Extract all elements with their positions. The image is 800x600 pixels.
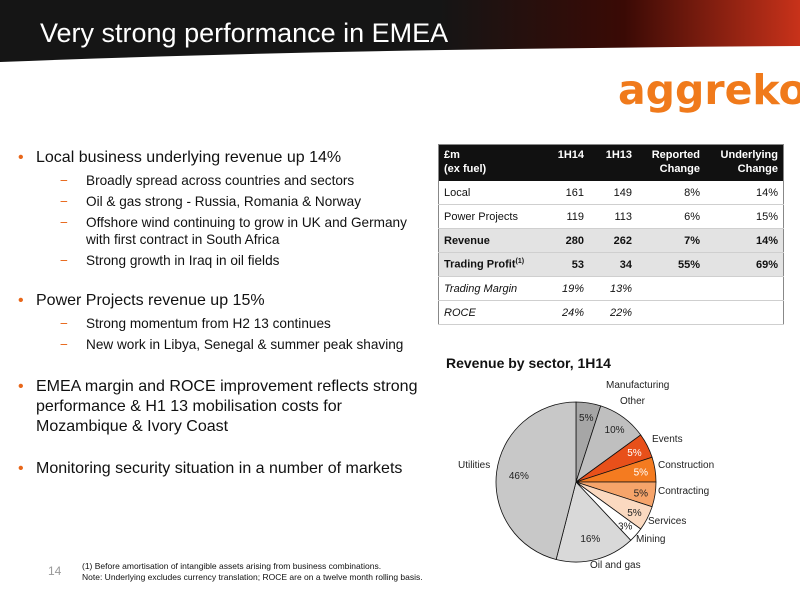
table-cell: 34	[589, 252, 637, 277]
sub-bullet-item: − Broadly spread across countries and sec…	[60, 173, 355, 188]
footnote: (1) Before amortisation of intangible as…	[82, 561, 423, 583]
table-header-cell: £m (ex fuel)	[438, 144, 541, 181]
pie-slice	[495, 401, 577, 560]
table-header-row: £m (ex fuel) 1H14 1H13 Reported Change U…	[438, 144, 784, 181]
pie-slice-percent-label: 5%	[579, 413, 594, 424]
table-cell-label: Revenue	[438, 228, 541, 253]
table-cell: 262	[589, 228, 637, 253]
page-number: 14	[48, 564, 62, 578]
table-cell: 6%	[637, 204, 705, 229]
bullet-item: • Power Projects revenue up 15%	[18, 292, 265, 309]
pie-slice-category-label: Events	[652, 434, 683, 445]
table-cell: 13%	[589, 276, 637, 301]
table-row: ROCE 24% 22%	[438, 300, 784, 325]
pie-slice-percent-label: 10%	[605, 425, 625, 436]
pie-slice-category-label: Oil and gas	[590, 560, 641, 571]
table-cell	[705, 276, 784, 301]
table-cell-label: Trading Margin	[438, 276, 541, 301]
sub-bullet-item: − Offshore wind continuing to grow in UK …	[60, 215, 407, 247]
pie-slice-percent-label: 3%	[618, 521, 633, 532]
bullet-list: • Local business underlying revenue up 14…	[18, 148, 418, 479]
table-cell: 69%	[705, 252, 784, 277]
table-cell: 19%	[541, 276, 589, 301]
aggreko-logo: aggreko	[618, 66, 800, 114]
table-cell: 280	[541, 228, 589, 253]
sub-bullet-item: − Oil & gas strong - Russia, Romania & No…	[60, 194, 361, 209]
pie-slice-category-label: Contracting	[658, 486, 709, 497]
pie-slice-category-label: Services	[648, 516, 686, 527]
table-header-cell: 1H14	[541, 144, 589, 181]
table-header-cell: 1H13	[589, 144, 637, 181]
table-cell-label: Trading Profit(1)	[438, 252, 541, 277]
table-header-cell: Reported Change	[637, 144, 705, 181]
bullet-item: • Local business underlying revenue up 14…	[18, 149, 342, 166]
slide-header: Very strong performance in EMEA	[0, 0, 800, 68]
pie-slice-percent-label: 5%	[627, 448, 642, 459]
table-cell-label: ROCE	[438, 300, 541, 325]
table-cell: 7%	[637, 228, 705, 253]
chart-title: Revenue by sector, 1H14	[446, 355, 611, 371]
pie-slice-category-label: Manufacturing	[606, 380, 669, 391]
pie-slice-category-label: Utilities	[458, 460, 490, 471]
table-header-cell: Underlying Change	[705, 144, 784, 181]
header-swoosh	[0, 46, 800, 68]
table-row: Trading Margin 19% 13%	[438, 276, 784, 301]
table-cell: 161	[541, 181, 589, 205]
pie-slice-percent-label: 16%	[580, 534, 600, 545]
table-cell-label: Power Projects	[438, 204, 541, 229]
footnote-line: (1) Before amortisation of intangible as…	[82, 561, 382, 571]
pie-slice-percent-label: 46%	[509, 471, 529, 482]
bullet-item: • Monitoring security situation in a numb…	[18, 460, 403, 477]
table-cell	[705, 300, 784, 325]
table-cell: 149	[589, 181, 637, 205]
slide-title: Very strong performance in EMEA	[40, 18, 449, 48]
pie-slice-category-label: Other	[620, 396, 646, 407]
pie-slice-percent-label: 5%	[627, 508, 642, 519]
footnote-line: Note: Underlying excludes currency trans…	[82, 572, 423, 582]
sub-bullet-item: − Strong momentum from H2 13 continues	[60, 316, 331, 331]
table-cell: 22%	[589, 300, 637, 325]
sub-bullet-item: − Strong growth in Iraq in oil fields	[60, 253, 280, 268]
financial-table: £m (ex fuel) 1H14 1H13 Reported Change U…	[438, 144, 784, 325]
sub-bullet-item: − New work in Libya, Senegal & summer pea…	[60, 337, 404, 352]
table-row: Power Projects 119 113 6% 15%	[438, 204, 784, 229]
table-cell: 8%	[637, 181, 705, 205]
table-cell	[637, 276, 705, 301]
bullet-item: • EMEA margin and ROCE improvement reflec…	[18, 378, 418, 435]
table-cell: 15%	[705, 204, 784, 229]
table-cell: 14%	[705, 181, 784, 205]
table-cell: 55%	[637, 252, 705, 277]
table-row: Trading Profit(1) 53 34 55% 69%	[438, 252, 784, 277]
pie-slice-category-label: Mining	[636, 534, 665, 545]
sector-pie-chart: 5% Manufacturing 10% Other 5% Events 5% Constru…	[458, 380, 714, 571]
table-cell: 14%	[705, 228, 784, 253]
pie-slice	[555, 481, 632, 563]
pie-slice-percent-label: 5%	[634, 468, 649, 479]
table-row: Local 161 149 8% 14%	[438, 181, 784, 205]
pie-slice-category-label: Construction	[658, 460, 714, 471]
table-cell: 53	[541, 252, 589, 277]
table-cell: 119	[541, 204, 589, 229]
table-cell: 24%	[541, 300, 589, 325]
table-cell: 113	[589, 204, 637, 229]
table-cell	[637, 300, 705, 325]
pie-slice-percent-label: 5%	[634, 488, 649, 499]
table-cell-label: Local	[438, 181, 541, 205]
table-row: Revenue 280 262 7% 14%	[438, 228, 784, 253]
